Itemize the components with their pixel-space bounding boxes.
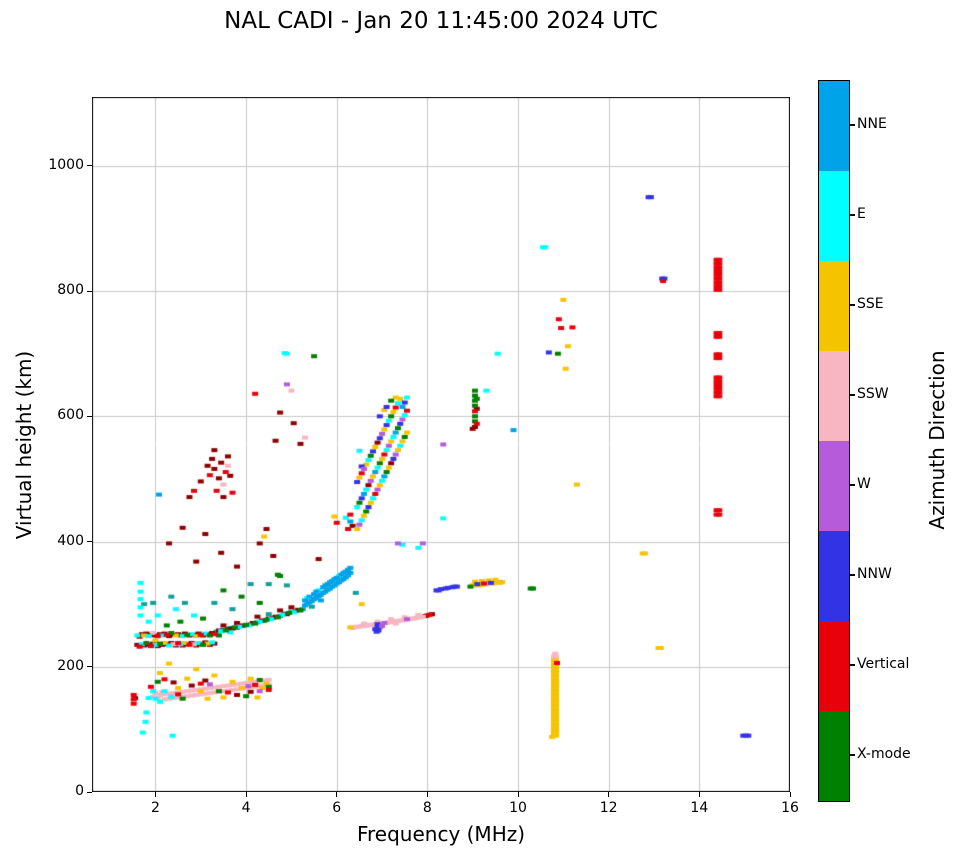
y-tick-label: 0 <box>75 783 84 799</box>
x-axis-label: Frequency (MHz) <box>356 822 526 846</box>
x-tick-label: 10 <box>509 800 527 816</box>
y-tick-label: 200 <box>57 657 84 674</box>
y-tick-mark <box>87 541 92 543</box>
x-tick-mark <box>789 792 791 797</box>
colorbar-category-label: NNW <box>857 566 892 582</box>
y-tick-mark <box>87 165 92 167</box>
x-tick-label: 14 <box>690 800 709 816</box>
x-tick-mark <box>426 792 428 797</box>
colorbar-tick <box>850 394 855 396</box>
x-tick-label: 12 <box>599 800 618 816</box>
colorbar-tick <box>850 484 855 486</box>
x-tick-label: 2 <box>150 800 160 816</box>
y-tick-label: 800 <box>57 282 84 299</box>
colorbar-category-label: Vertical <box>857 656 910 672</box>
x-tick-label: 6 <box>332 800 342 816</box>
colorbar-swatch-x-mode <box>819 711 849 801</box>
colorbar-tick <box>850 664 855 666</box>
colorbar-category-label: W <box>857 476 871 492</box>
x-tick-mark <box>517 792 519 797</box>
colorbar-swatch-w <box>819 441 849 531</box>
x-tick-mark <box>336 792 338 797</box>
x-tick-mark <box>154 792 156 797</box>
colorbar-category-label: E <box>857 206 866 222</box>
x-tick-label: 8 <box>422 800 432 816</box>
colorbar-swatch-ssw <box>819 351 849 441</box>
y-tick-mark <box>87 290 92 292</box>
colorbar-category-label: NNE <box>857 116 887 132</box>
chart-title: NAL CADI - Jan 20 11:45:00 2024 UTC <box>224 8 658 34</box>
colorbar-tick <box>850 754 855 756</box>
x-tick-mark <box>698 792 700 797</box>
plot-area <box>92 97 790 792</box>
y-axis-label: Virtual height (km) <box>12 350 36 540</box>
y-tick-mark <box>87 415 92 417</box>
colorbar-category-label: SSE <box>857 296 884 312</box>
colorbar-category-label: X-mode <box>857 746 911 762</box>
colorbar-swatch-e <box>819 171 849 261</box>
y-tick-mark <box>87 791 92 793</box>
colorbar-category-label: SSW <box>857 386 889 402</box>
x-tick-mark <box>245 792 247 797</box>
y-tick-label: 600 <box>57 407 84 424</box>
scatter-canvas <box>92 97 790 792</box>
colorbar-label: Azimuth Direction <box>925 350 949 530</box>
colorbar-tick <box>850 124 855 126</box>
y-tick-label: 400 <box>57 532 84 549</box>
colorbar-swatch-nnw <box>819 531 849 621</box>
x-tick-mark <box>608 792 610 797</box>
colorbar-swatch-sse <box>819 261 849 351</box>
colorbar-swatch-vertical <box>819 621 849 711</box>
colorbar <box>818 80 850 802</box>
colorbar-tick <box>850 214 855 216</box>
colorbar-tick <box>850 304 855 306</box>
y-tick-label: 1000 <box>48 156 84 173</box>
colorbar-swatch-nne <box>819 81 849 171</box>
x-tick-label: 4 <box>241 800 251 816</box>
y-tick-mark <box>87 666 92 668</box>
colorbar-tick <box>850 574 855 576</box>
x-tick-label: 16 <box>781 800 799 816</box>
